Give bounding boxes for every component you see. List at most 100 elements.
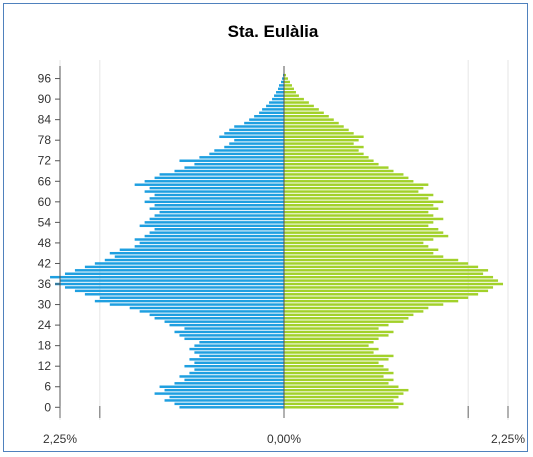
right-bar-age-30 xyxy=(284,303,444,306)
right-bar-age-4 xyxy=(284,392,404,395)
right-bar-age-61 xyxy=(284,197,429,200)
left-bar-age-61 xyxy=(149,197,284,200)
right-bar-age-43 xyxy=(284,258,459,262)
right-bar-age-90 xyxy=(284,97,304,101)
chart-title: Sta. Eulàlia xyxy=(228,22,319,41)
right-bar-age-76 xyxy=(284,145,364,149)
left-bar-age-6 xyxy=(159,385,284,388)
right-bar-age-19 xyxy=(284,340,374,344)
right-bar-age-80 xyxy=(284,132,354,135)
left-bar-age-41 xyxy=(84,265,284,269)
left-bar-age-39 xyxy=(64,272,284,275)
left-bar-age-12 xyxy=(184,364,284,368)
right-bar-age-74 xyxy=(284,152,364,156)
left-bar-age-85 xyxy=(254,114,284,118)
right-bar-age-13 xyxy=(284,361,379,365)
left-bar-age-82 xyxy=(234,125,284,128)
right-bar-age-28 xyxy=(284,310,424,313)
left-bar-age-68 xyxy=(159,173,284,176)
left-bar-age-38 xyxy=(50,275,284,279)
right-bar-age-32 xyxy=(284,296,469,299)
y-tick-label: 60 xyxy=(38,195,52,209)
right-bar-age-47 xyxy=(284,245,429,248)
right-bar-age-18 xyxy=(284,344,369,347)
right-bar-age-78 xyxy=(284,138,359,142)
y-tick-label: 66 xyxy=(38,174,52,188)
right-bar-age-59 xyxy=(284,204,434,207)
left-bar-age-95 xyxy=(281,80,284,84)
left-bar-age-91 xyxy=(274,94,284,97)
left-bar-age-77 xyxy=(229,142,284,145)
left-bar-age-86 xyxy=(259,111,284,115)
right-bar-age-15 xyxy=(284,354,394,358)
right-bar-age-49 xyxy=(284,238,434,241)
left-bar-age-37 xyxy=(60,279,284,282)
left-bar-age-35 xyxy=(64,286,284,289)
right-bar-age-8 xyxy=(284,378,394,382)
right-bar-age-52 xyxy=(284,227,439,231)
y-tick-label: 18 xyxy=(38,339,52,353)
left-bar-age-36 xyxy=(55,282,285,286)
left-bar-age-48 xyxy=(139,241,284,245)
y-tick-label: 96 xyxy=(38,72,52,86)
y-tick-label: 6 xyxy=(44,380,51,394)
right-bar-age-48 xyxy=(284,241,424,245)
right-bar-age-11 xyxy=(284,368,389,371)
right-bar-age-37 xyxy=(284,279,499,282)
right-bar-age-40 xyxy=(284,269,489,272)
right-bar-age-2 xyxy=(284,399,394,402)
right-bar-age-57 xyxy=(284,210,429,214)
left-bar-age-62 xyxy=(154,193,284,197)
left-bar-age-54 xyxy=(144,221,284,224)
right-bar-age-5 xyxy=(284,388,409,392)
y-tick-label: 72 xyxy=(38,154,52,168)
left-bar-age-14 xyxy=(189,358,284,361)
left-bar-age-40 xyxy=(74,269,284,272)
left-bar-age-8 xyxy=(184,378,284,382)
right-bar-age-68 xyxy=(284,173,404,176)
left-bar-age-3 xyxy=(169,395,284,399)
right-bar-age-84 xyxy=(284,118,334,121)
left-bar-age-0 xyxy=(179,406,284,409)
male-bars xyxy=(50,73,285,409)
left-bar-age-79 xyxy=(219,135,284,139)
left-bar-age-52 xyxy=(154,227,284,231)
left-bar-age-76 xyxy=(224,145,284,149)
left-bar-age-4 xyxy=(154,392,284,395)
right-bar-age-65 xyxy=(284,183,429,186)
right-bar-age-14 xyxy=(284,358,389,361)
right-bar-age-26 xyxy=(284,317,409,320)
right-bar-age-31 xyxy=(284,299,459,303)
left-bar-age-74 xyxy=(209,152,284,156)
right-bar-age-0 xyxy=(284,406,399,409)
right-bar-age-56 xyxy=(284,214,434,217)
left-bar-age-22 xyxy=(174,330,284,334)
left-bar-age-90 xyxy=(272,97,284,101)
right-bar-age-71 xyxy=(284,162,379,166)
left-bar-age-50 xyxy=(144,234,284,238)
y-tick-label: 24 xyxy=(38,318,52,332)
right-bar-age-27 xyxy=(284,313,414,317)
right-bar-age-66 xyxy=(284,180,414,183)
left-bar-age-58 xyxy=(149,207,284,210)
left-bar-age-67 xyxy=(154,176,284,180)
right-bar-age-70 xyxy=(284,166,389,169)
right-bar-age-75 xyxy=(284,149,359,152)
left-bar-age-73 xyxy=(199,156,284,159)
x-tick-label: 2,25% xyxy=(491,432,525,446)
left-bar-age-71 xyxy=(194,162,284,166)
left-bar-age-57 xyxy=(159,210,284,214)
left-bar-age-51 xyxy=(149,231,284,234)
left-bar-age-21 xyxy=(179,334,284,337)
right-bar-age-25 xyxy=(284,320,404,323)
y-tick-label: 84 xyxy=(38,113,52,127)
left-bar-age-24 xyxy=(169,323,284,327)
x-tick-label: 2,25% xyxy=(43,432,77,446)
left-bar-age-1 xyxy=(174,402,284,406)
left-bar-age-29 xyxy=(129,306,284,310)
right-bar-age-60 xyxy=(284,200,444,204)
right-bar-age-42 xyxy=(284,262,469,265)
left-bar-age-78 xyxy=(234,138,284,142)
right-bar-age-67 xyxy=(284,176,409,180)
right-bar-age-69 xyxy=(284,169,394,173)
